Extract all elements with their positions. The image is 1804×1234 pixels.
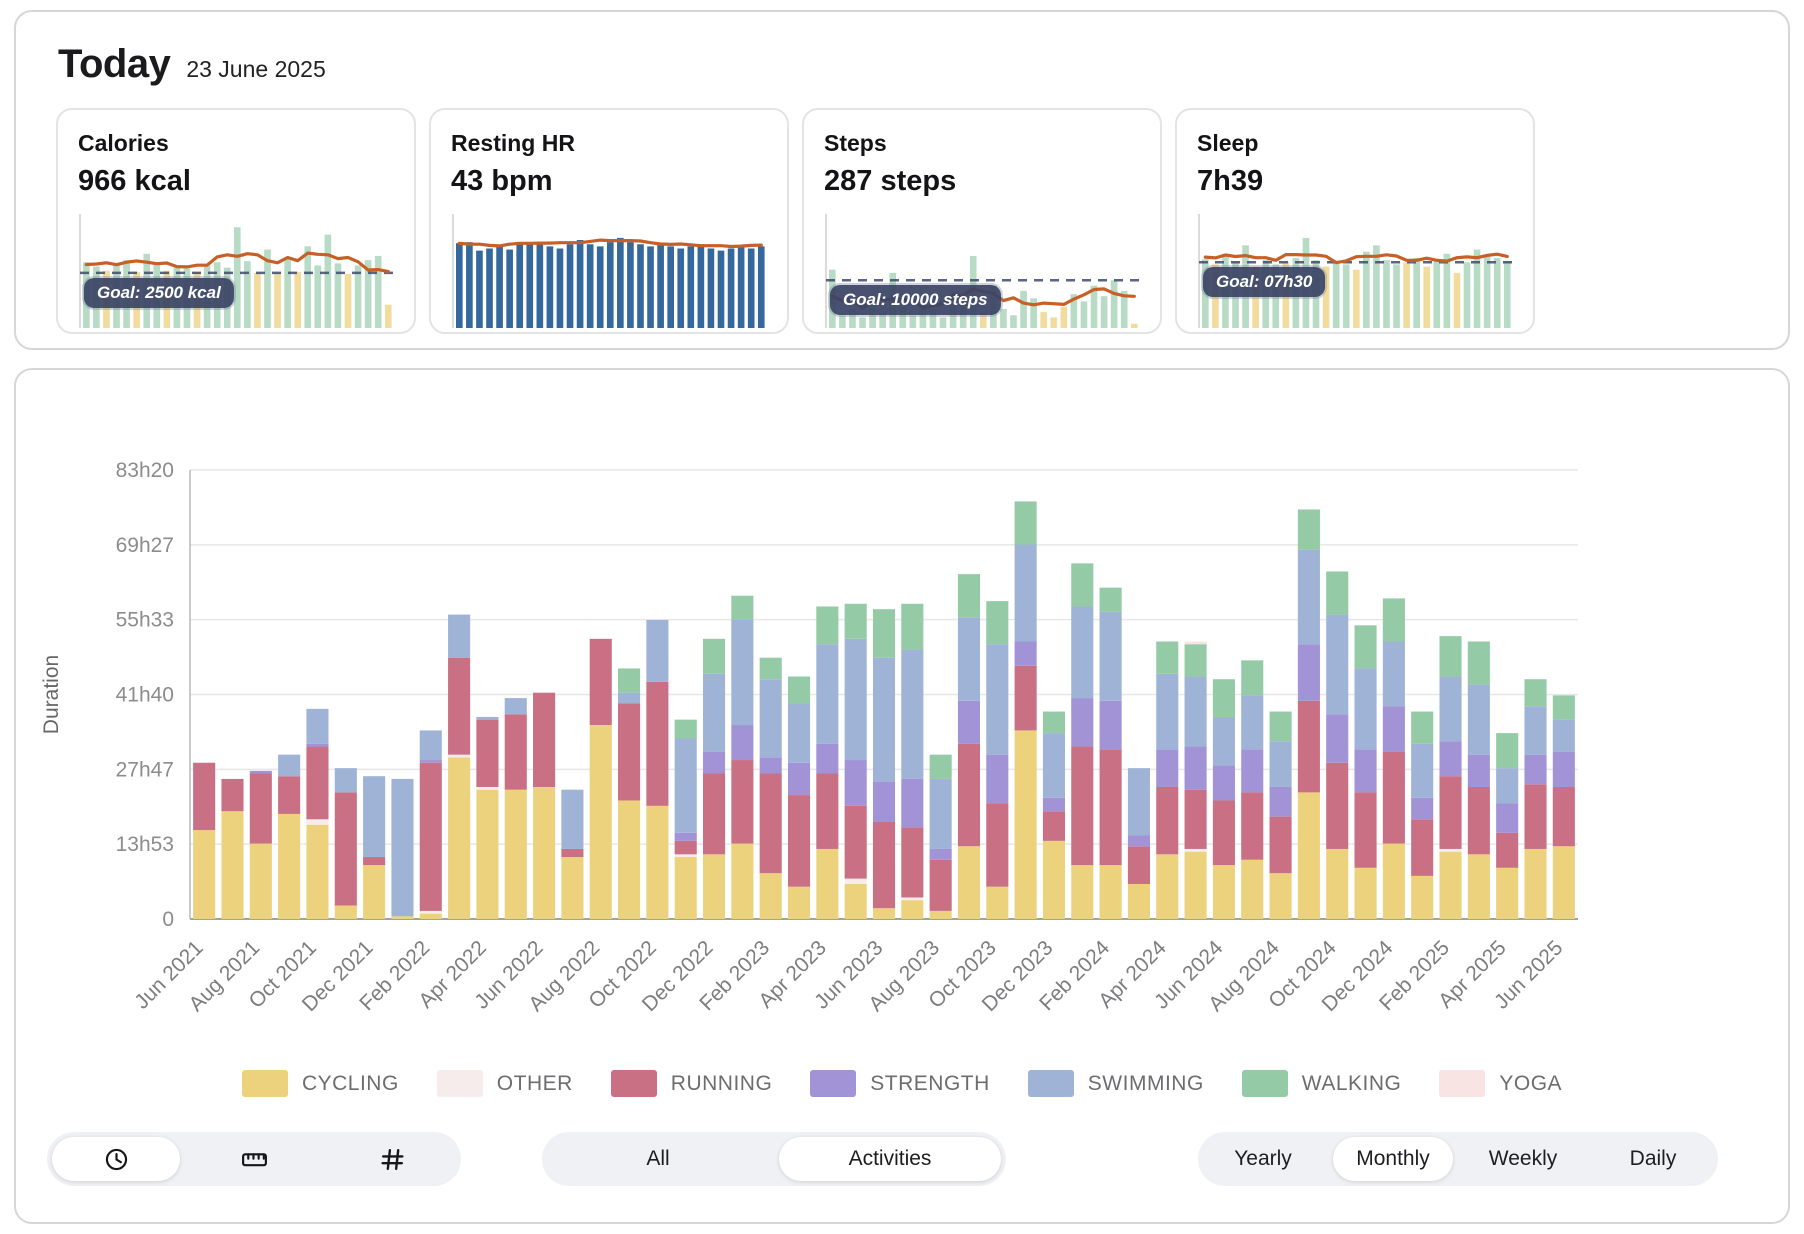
- strength-label: STRENGTH: [870, 1071, 990, 1095]
- other-label: OTHER: [496, 1071, 573, 1095]
- sleep-value: 7h39: [1197, 165, 1264, 197]
- sleep-title: Sleep: [1197, 130, 1259, 156]
- cycling-swatch: [241, 1070, 288, 1097]
- svg-text:Duration: Duration: [40, 655, 63, 734]
- metric-card-sleep[interactable]: Sleep 7h39 Goal: 07h30: [1175, 108, 1535, 334]
- legend-item-strength: STRENGTH: [810, 1070, 990, 1097]
- metric-cards: Calories 966 kcal Goal: 2500 kcal Resting H…: [56, 108, 1535, 334]
- toggle-all-button[interactable]: All: [547, 1137, 769, 1181]
- legend-item-other: OTHER: [436, 1070, 573, 1097]
- today-panel: Today 23 June 2025 Calories 966 kcal Goal:…: [14, 10, 1790, 350]
- today-header: Today 23 June 2025: [58, 42, 326, 87]
- resting-hr-title: Resting HR: [451, 130, 575, 156]
- duration-stacked-chart: 0 13h53 27h47 41h40 55h33 69h27 83h20 Duration J…: [22, 370, 1782, 1060]
- calories-value: 966 kcal: [78, 165, 191, 197]
- walking-label: WALKING: [1301, 1071, 1402, 1095]
- chart-legend: CYCLING OTHER RUNNING STRENGTH SWIMMING WALKI…: [16, 1070, 1788, 1097]
- resting-hr-mini-chart: [451, 212, 771, 330]
- cycling-label: CYCLING: [301, 1071, 399, 1095]
- data-toggle: All Activities: [542, 1132, 1006, 1186]
- sleep-mini-chart: Goal: 07h30: [1197, 212, 1517, 330]
- svg-text:55h33: 55h33: [116, 609, 174, 632]
- metric-card-resting-hr[interactable]: Resting HR 43 bpm: [429, 108, 789, 334]
- toggle-activities-button[interactable]: Activities: [779, 1137, 1001, 1181]
- today-date: 23 June 2025: [186, 56, 326, 82]
- legend-item-cycling: CYCLING: [241, 1070, 399, 1097]
- metric-card-calories[interactable]: Calories 966 kcal Goal: 2500 kcal: [56, 108, 416, 334]
- steps-title: Steps: [824, 130, 887, 156]
- clock-icon[interactable]: [52, 1137, 180, 1181]
- chart-view-switcher: [47, 1132, 461, 1186]
- legend-item-swimming: SWIMMING: [1027, 1070, 1204, 1097]
- grid-icon[interactable]: [328, 1137, 456, 1181]
- svg-text:13h53: 13h53: [116, 833, 174, 856]
- svg-text:0: 0: [162, 908, 174, 931]
- svg-text:41h40: 41h40: [116, 684, 174, 707]
- period-daily-button[interactable]: Daily: [1593, 1137, 1713, 1181]
- running-label: RUNNING: [670, 1071, 773, 1095]
- running-swatch: [610, 1070, 657, 1097]
- calories-title: Calories: [78, 130, 169, 156]
- metric-card-steps[interactable]: Steps 287 steps Goal: 10000 steps: [802, 108, 1162, 334]
- chart-toolbar: All Activities Yearly Monthly Weekly Daily: [16, 1132, 1788, 1188]
- walking-swatch: [1241, 1070, 1288, 1097]
- legend-item-yoga: YOGA: [1439, 1070, 1562, 1097]
- period-yearly-button[interactable]: Yearly: [1203, 1137, 1323, 1181]
- legend-item-running: RUNNING: [610, 1070, 773, 1097]
- resting-hr-value: 43 bpm: [451, 165, 553, 197]
- yoga-label: YOGA: [1499, 1071, 1563, 1095]
- legend-item-walking: WALKING: [1241, 1070, 1402, 1097]
- svg-text:27h47: 27h47: [116, 758, 174, 781]
- calories-mini-chart: Goal: 2500 kcal: [78, 212, 398, 330]
- period-weekly-button[interactable]: Weekly: [1463, 1137, 1583, 1181]
- sleep-goal-badge: Goal: 07h30: [1203, 267, 1326, 298]
- period-monthly-button[interactable]: Monthly: [1333, 1137, 1453, 1181]
- steps-mini-chart: Goal: 10000 steps: [824, 212, 1144, 330]
- page-title: Today: [58, 42, 171, 86]
- ruler-icon[interactable]: [190, 1137, 318, 1181]
- strength-swatch: [810, 1070, 857, 1097]
- steps-goal-badge: Goal: 10000 steps: [830, 285, 1001, 316]
- steps-value: 287 steps: [824, 165, 957, 197]
- svg-text:69h27: 69h27: [116, 534, 174, 557]
- svg-text:83h20: 83h20: [116, 459, 174, 482]
- yoga-swatch: [1439, 1070, 1486, 1097]
- other-swatch: [436, 1070, 483, 1097]
- calories-goal-badge: Goal: 2500 kcal: [84, 277, 234, 308]
- period-toggle: Yearly Monthly Weekly Daily: [1198, 1132, 1718, 1186]
- activity-chart-panel: 0 13h53 27h47 41h40 55h33 69h27 83h20 Duration J…: [14, 368, 1790, 1224]
- swimming-swatch: [1027, 1070, 1074, 1097]
- swimming-label: SWIMMING: [1087, 1071, 1204, 1095]
